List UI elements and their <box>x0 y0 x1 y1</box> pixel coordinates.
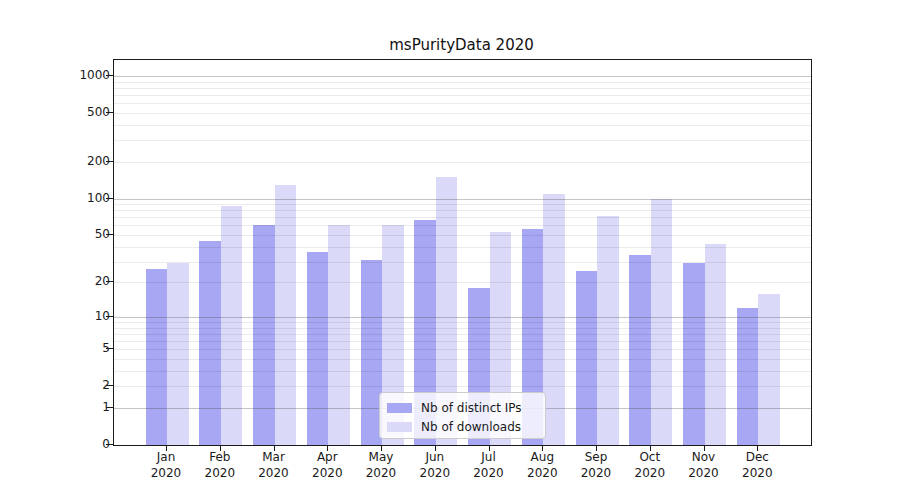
bar-distinct-ips-nov <box>683 263 705 445</box>
y-tick-mark <box>106 112 113 113</box>
y-tick-label: 1000 <box>50 68 110 82</box>
gridline-major <box>114 317 811 318</box>
y-tick-mark <box>106 198 113 199</box>
y-tick-label: 10 <box>50 309 110 323</box>
bar-downloads-mar <box>275 185 297 445</box>
gridline-minor <box>114 82 811 83</box>
bar-distinct-ips-feb <box>199 241 221 446</box>
figure: msPurityData 2020 0 1 2 5 10 20 50 100 200 500 100… <box>0 0 900 500</box>
gridline-minor <box>114 282 811 283</box>
bar-distinct-ips-jan <box>146 269 168 445</box>
legend-swatch-distinct-ips <box>387 403 412 413</box>
y-tick-label: 20 <box>50 274 110 288</box>
bar-downloads-nov <box>705 244 727 445</box>
legend-label-distinct-ips: Nb of distinct IPs <box>421 401 522 415</box>
gridline-minor <box>114 140 811 141</box>
gridline-major <box>114 76 811 77</box>
y-tick-mark <box>106 316 113 317</box>
y-tick-label: 1 <box>50 400 110 414</box>
gridline-minor <box>114 217 811 218</box>
y-tick-label: 100 <box>50 191 110 205</box>
gridline-minor <box>114 204 811 205</box>
x-tick-label-dec: Dec2020 <box>725 449 789 481</box>
gridline-minor <box>114 386 811 387</box>
y-tick-mark <box>106 407 113 408</box>
y-tick-label: 200 <box>50 154 110 168</box>
gridline-minor <box>114 210 811 211</box>
gridline-major <box>114 199 811 200</box>
legend-row-distinct-ips: Nb of distinct IPs <box>380 398 545 417</box>
legend-label-downloads: Nb of downloads <box>421 420 521 434</box>
gridline-minor <box>114 334 811 335</box>
legend-row-downloads: Nb of downloads <box>380 417 545 436</box>
gridline-minor <box>114 103 811 104</box>
bar-downloads-sep <box>597 216 619 445</box>
bar-downloads-feb <box>221 206 243 445</box>
y-tick-mark <box>106 234 113 235</box>
gridline-minor <box>114 328 811 329</box>
gridline-minor <box>114 322 811 323</box>
gridline-minor <box>114 359 811 360</box>
gridline-minor <box>114 262 811 263</box>
y-tick-label: 50 <box>50 227 110 241</box>
y-tick-label: 0 <box>50 437 110 451</box>
gridline-minor <box>114 225 811 226</box>
gridline-minor <box>114 95 811 96</box>
y-tick-mark <box>106 385 113 386</box>
gridline-minor <box>114 371 811 372</box>
gridline-minor <box>114 88 811 89</box>
plot-area <box>113 59 812 446</box>
y-tick-mark <box>106 75 113 76</box>
gridline-minor <box>114 247 811 248</box>
gridline-minor <box>114 235 811 236</box>
y-tick-label: 500 <box>50 105 110 119</box>
bar-downloads-jan <box>167 263 189 445</box>
gridline-minor <box>114 349 811 350</box>
y-tick-mark <box>106 348 113 349</box>
y-tick-label: 2 <box>50 378 110 392</box>
y-tick-mark <box>106 161 113 162</box>
y-tick-mark <box>106 444 113 445</box>
gridline-minor <box>114 125 811 126</box>
legend: Nb of distinct IPs Nb of downloads <box>379 392 546 439</box>
legend-swatch-downloads <box>387 422 412 432</box>
bar-distinct-ips-sep <box>576 271 598 445</box>
y-tick-label: 5 <box>50 341 110 355</box>
gridline-minor <box>114 113 811 114</box>
gridline-minor <box>114 341 811 342</box>
y-tick-mark <box>106 281 113 282</box>
chart-title: msPurityData 2020 <box>113 36 810 54</box>
gridline-minor <box>114 162 811 163</box>
